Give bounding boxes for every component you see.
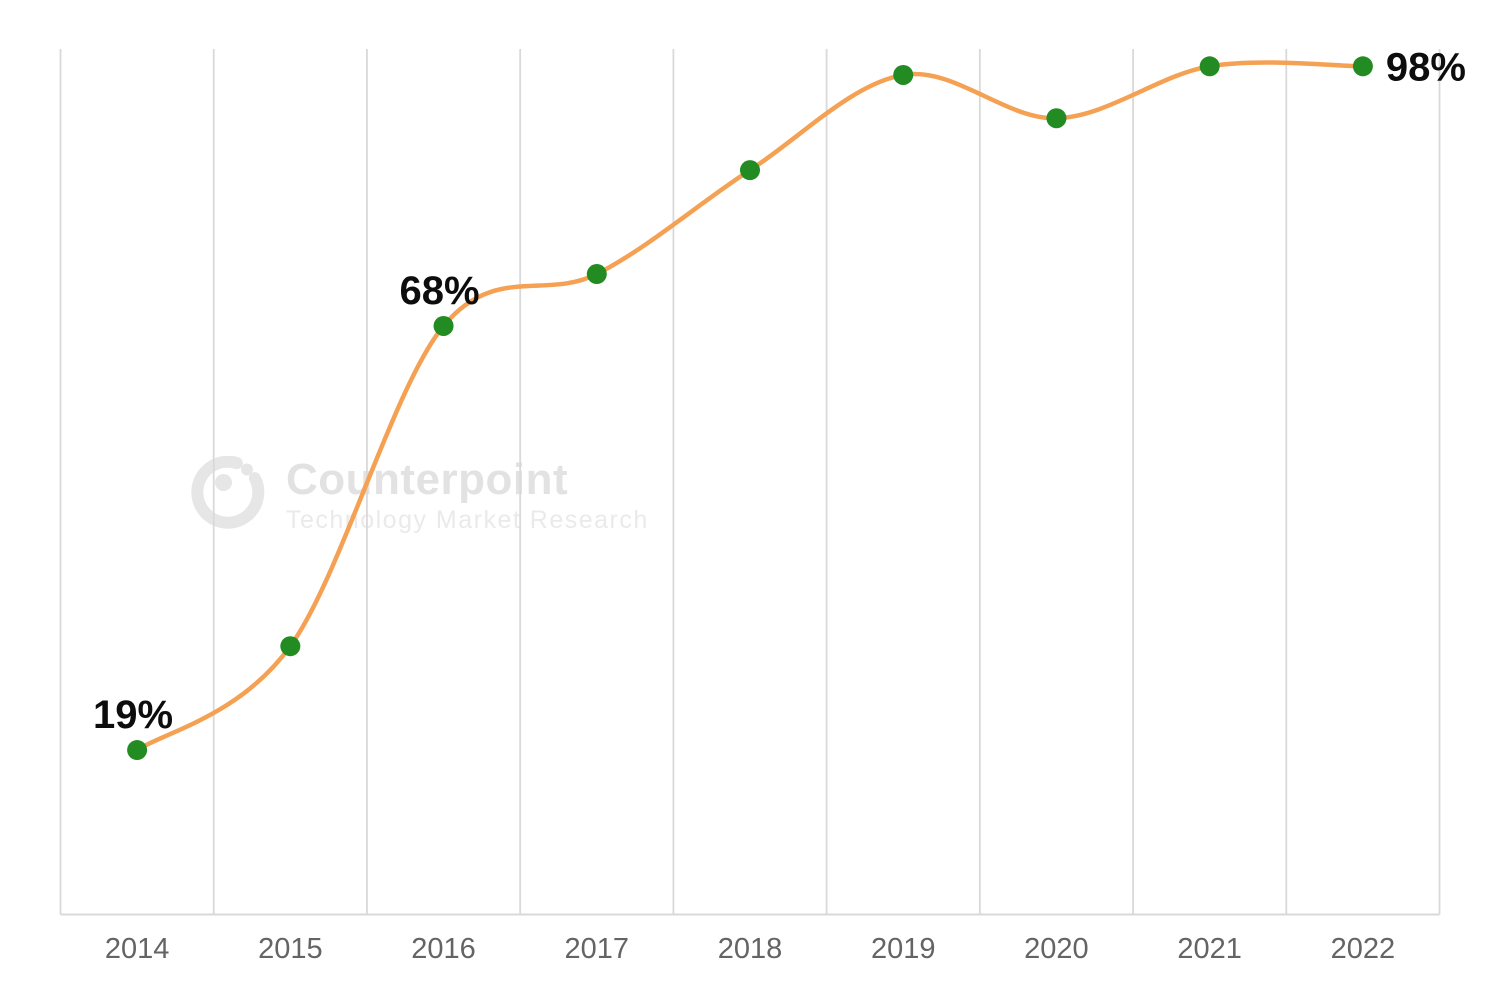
data-point-label: 19%: [93, 693, 173, 737]
series-line: [134, 60, 1366, 753]
x-axis-label: 2021: [1177, 933, 1242, 965]
data-point: [433, 315, 454, 336]
x-axis-label: 2019: [871, 933, 936, 965]
data-point: [1046, 108, 1067, 129]
data-point: [1352, 56, 1373, 77]
x-axis-label: 2018: [718, 933, 783, 965]
x-axis-label: 2016: [411, 933, 476, 965]
data-point: [280, 636, 301, 657]
data-point: [740, 160, 760, 181]
data-point: [1199, 56, 1220, 77]
x-axis-label: 2015: [258, 933, 323, 965]
data-point: [127, 740, 148, 761]
x-axis-label: 2020: [1024, 933, 1089, 965]
x-axis-label: 2017: [565, 933, 630, 965]
x-axis-label: 2022: [1331, 933, 1396, 965]
data-point: [893, 64, 914, 85]
data-point-label: 68%: [399, 269, 479, 313]
x-axis-label: 2014: [105, 933, 170, 965]
data-point: [586, 264, 607, 285]
data-point-label: 98%: [1386, 45, 1466, 89]
